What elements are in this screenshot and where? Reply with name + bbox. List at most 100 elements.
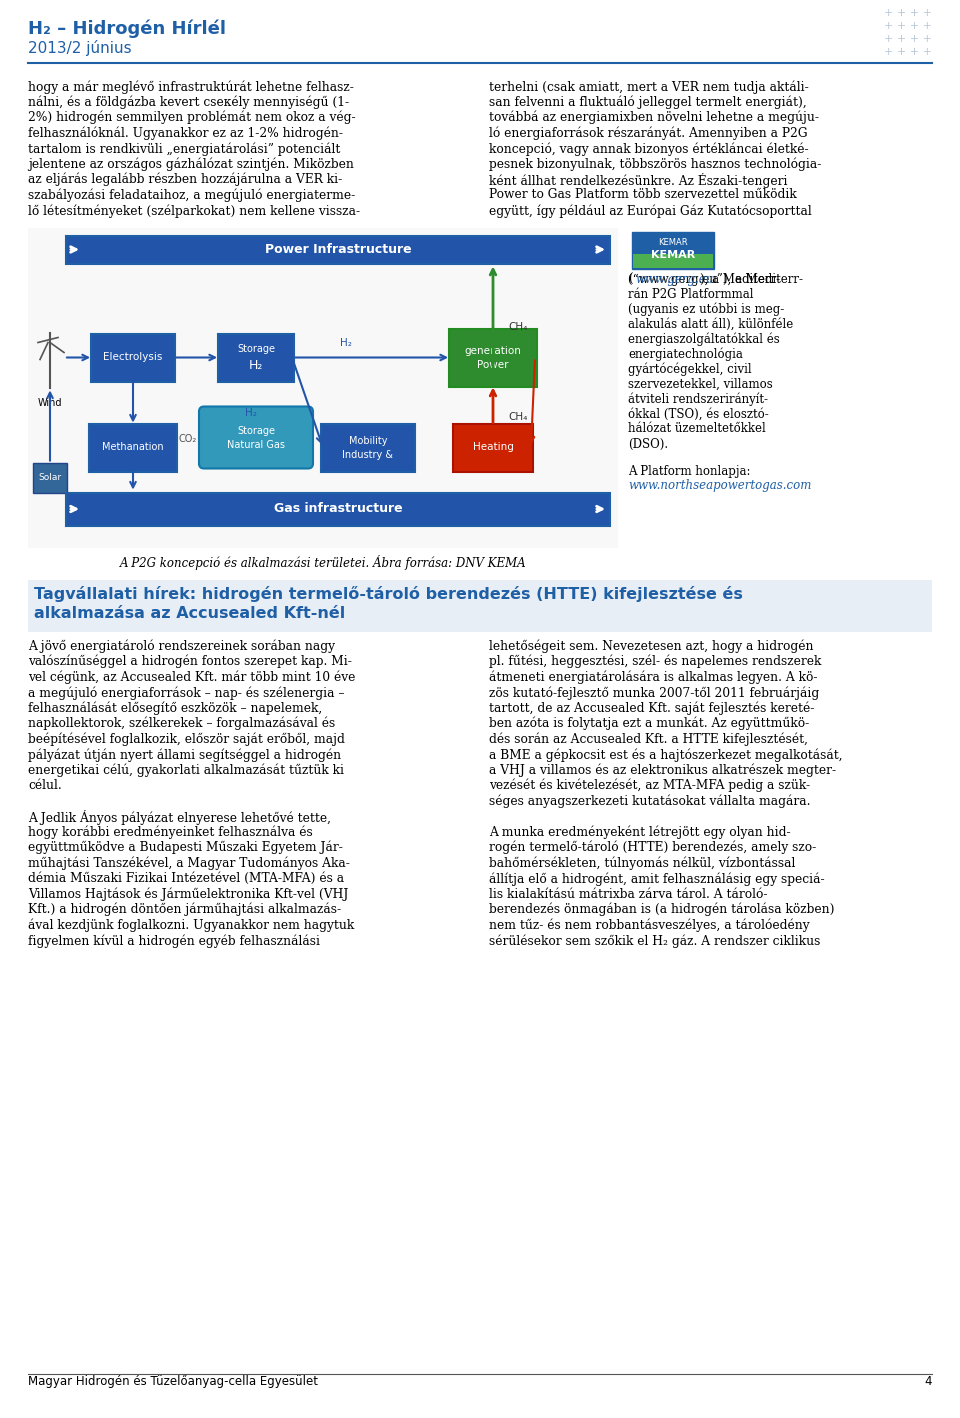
Text: napkollektorok, szélkerekek – forgalmazásával és: napkollektorok, szélkerekek – forgalmazá… [28,718,335,730]
FancyBboxPatch shape [321,424,415,472]
FancyBboxPatch shape [28,580,932,631]
Text: Solar: Solar [38,474,61,482]
Text: nem tűz- és nem robbantásveszélyes, a tárolóedény: nem tűz- és nem robbantásveszélyes, a tá… [489,919,809,932]
Text: jelentene az országos gázhálózat szintjén. Miközben: jelentene az országos gázhálózat szintjé… [28,157,354,172]
Text: figyelmen kívül a hidrogén egyéb felhasználási: figyelmen kívül a hidrogén egyéb felhasz… [28,934,320,947]
Text: KEMAR: KEMAR [659,238,687,247]
Text: a VHJ a villamos és az elektronikus alkatrészek megter-: a VHJ a villamos és az elektronikus alka… [489,763,836,777]
Text: Storage: Storage [237,425,275,435]
Text: CH₄: CH₄ [508,413,528,423]
Text: nálni, és a földgázba kevert cseкély mennyiségű (1-: nálni, és a földgázba kevert cseкély men… [28,95,349,109]
Text: 2%) hidrogén semmilyen problémát nem okoz a vég-: 2%) hidrogén semmilyen problémát nem oko… [28,111,355,125]
Text: tartott, de az Accusealed Kft. saját fejlesztés kereté-: tartott, de az Accusealed Kft. saját fej… [489,702,814,715]
Text: Magyar Hidrogén és Tüzelőanyag-cella Egyesület: Magyar Hidrogén és Tüzelőanyag-cella Egy… [28,1375,318,1388]
Text: ként állhat rendelkezésünkre. Az Északi-tengeri: ként állhat rendelkezésünkre. Az Északi-… [489,173,787,189]
Text: 2013/2 június: 2013/2 június [28,40,132,55]
Text: san felvenni a fluktuáló jelleggel termelt energiát),: san felvenni a fluktuáló jelleggel terme… [489,95,806,109]
FancyBboxPatch shape [33,462,67,492]
Text: pesnek bizonyulnak, többszörös hasznos technológia-: pesnek bizonyulnak, többszörös hasznos t… [489,157,822,172]
Text: www.gerg.eu: www.gerg.eu [635,272,713,285]
Text: koncepció, vagy annak bizonyos értékláncai életké-: koncepció, vagy annak bizonyos értéklánc… [489,142,808,156]
Text: ával kezdjünk foglalkozni. Ugyanakkor nem hagytuk: ával kezdjünk foglalkozni. Ugyanakkor ne… [28,919,354,932]
Text: A munka eredményeként létrejött egy olyan hid-: A munka eredményeként létrejött egy olya… [489,825,791,839]
Text: pályázat útján nyert állami segítséggel a hidrogén: pályázat útján nyert állami segítséggel … [28,749,341,761]
FancyBboxPatch shape [449,329,537,387]
Text: dés során az Accusealed Kft. a HTTE kifejlesztését,: dés során az Accusealed Kft. a HTTE kife… [489,733,808,746]
Text: tartalom is rendkivüli „energiatárolási” potenciált: tartalom is rendkivüli „energiatárolási”… [28,142,341,156]
Text: www.northseapowertogas.com: www.northseapowertogas.com [628,479,811,492]
Text: Electrolysis: Electrolysis [104,353,162,363]
Text: ló energiaforrások részarányát. Amennyiben a P2G: ló energiaforrások részarányát. Amennyib… [489,126,807,140]
Text: terhelni (csak amiatt, mert a VER nem tudja aktáli-: terhelni (csak amiatt, mert a VER nem tu… [489,79,808,94]
Text: vel cégünk, az Accusealed Kft. már több mint 10 éve: vel cégünk, az Accusealed Kft. már több … [28,671,355,683]
Text: műhajtási Tanszékével, a Magyar Tudományos Aka-: műhajtási Tanszékével, a Magyar Tudomány… [28,856,349,871]
Text: + + + +: + + + + [884,47,932,57]
Text: 4: 4 [924,1375,932,1388]
Text: pl. fűtési, heggesztési, szél- és napelemes rendszerek: pl. fűtési, heggesztési, szél- és napele… [489,655,822,668]
Text: Power Infrastructure: Power Infrastructure [265,242,411,257]
Text: generation: generation [465,346,521,356]
Text: rán P2G Platformmal: rán P2G Platformmal [628,288,754,301]
Text: Power: Power [477,360,509,370]
Text: A Jedlik Ányos pályázat elnyerese lehetővé tette,: A Jedlik Ányos pályázat elnyerese lehető… [28,810,331,825]
Text: + + + +: + + + + [884,9,932,18]
Text: (ugyanis ez utóbbi is meg-: (ugyanis ez utóbbi is meg- [628,302,784,316]
Text: (: ( [628,272,633,285]
Text: továbbá az energiamixben növelni lehetne a megúju-: továbbá az energiamixben növelni lehetne… [489,111,819,125]
Text: állítja elő a hidrogént, amit felhasználásig egy speciá-: állítja elő a hidrogént, amit felhasznál… [489,872,825,885]
Text: együttműködve a Budapesti Műszaki Egyetem Jár-: együttműködve a Budapesti Műszaki Egyete… [28,841,343,855]
FancyBboxPatch shape [89,424,177,472]
Text: beépítésével foglalkozik, először saját erőből, majd: beépítésével foglalkozik, először saját … [28,733,345,746]
Text: berendezés önmagában is (a hidrogén tárolása közben): berendezés önmagában is (a hidrogén táro… [489,903,834,916]
FancyBboxPatch shape [91,333,175,381]
Text: ókkal (TSO), és elosztó-: ókkal (TSO), és elosztó- [628,407,769,421]
FancyBboxPatch shape [28,227,618,547]
Text: valószínűséggel a hidrogén fontos szerepet kap. Mi-: valószínűséggel a hidrogén fontos szerep… [28,655,352,668]
Text: gyártócégekkel, civil: gyártócégekkel, civil [628,363,752,376]
FancyBboxPatch shape [633,254,713,268]
FancyBboxPatch shape [66,492,610,526]
Text: A Platform honlapja:: A Platform honlapja: [628,465,751,478]
FancyBboxPatch shape [218,333,294,381]
Text: sérülésekor sem szőkik el H₂ gáz. A rendszer ciklikus: sérülésekor sem szőkik el H₂ gáz. A rend… [489,934,821,947]
Text: vezését és kivételezését, az MTA-MFA pedig a szük-: vezését és kivételezését, az MTA-MFA ped… [489,778,810,793]
Text: hogy korábbi eredményeinket felhasználva és: hogy korábbi eredményeinket felhasználva… [28,825,313,839]
Text: szabályozási feladataihoz, a megújuló energiaterme-: szabályozási feladataihoz, a megújuló en… [28,189,355,201]
FancyBboxPatch shape [199,407,313,468]
Text: alkalmazása az Accusealed Kft-nél: alkalmazása az Accusealed Kft-nél [34,605,346,621]
Text: Power to Gas Platform több szervezettel működik: Power to Gas Platform több szervezettel … [489,189,797,201]
Text: hogy a már meglévő infrastruktúrát lehetne felhasz-: hogy a már meglévő infrastruktúrát lehet… [28,79,354,94]
Text: A jövő energiatároló rendszereinek sorában nagy: A jövő energiatároló rendszereinek soráb… [28,640,335,654]
Text: Kft.) a hidrogén döntően járműhajtási alkalmazás-: Kft.) a hidrogén döntően járműhajtási al… [28,903,341,916]
Text: Storage: Storage [237,345,275,354]
Text: ben azóta is folytatja ezt a munkát. Az együttműkö-: ben azóta is folytatja ezt a munkát. Az … [489,718,809,730]
Text: a megújuló energiaforrások – nap- és szélenergia –: a megújuló energiaforrások – nap- és szé… [28,686,345,699]
Text: (DSO).: (DSO). [628,438,668,451]
Text: H₂: H₂ [340,337,352,347]
FancyBboxPatch shape [632,231,714,268]
Text: H₂: H₂ [249,359,263,372]
Text: bahőmérsékleten, túlnyomás nélkül, vízbontással: bahőmérsékleten, túlnyomás nélkül, vízbo… [489,856,796,871]
Text: alakulás alatt áll), különféle: alakulás alatt áll), különféle [628,318,793,330]
Text: Villamos Hajtások és Járműelektronika Kft-vel (VHJ: Villamos Hajtások és Járműelektronika Kf… [28,888,348,900]
Text: az eljárás legalább részben hozzájárulna a VER ki-: az eljárás legalább részben hozzájárulna… [28,173,343,187]
Text: séges anyagszerkezeti kutatásokat vállalta magára.: séges anyagszerkezeti kutatásokat vállal… [489,794,810,808]
Text: célul.: célul. [28,778,61,793]
Text: Methanation: Methanation [102,442,164,452]
Text: együtt, így például az Európai Gáz Kutatócsoporttal: együtt, így például az Európai Gáz Kutat… [489,204,812,217]
Text: Tagvállalati hírek: hidrogén termelő-tároló berendezés (HTTE) kifejlesztése és: Tagvállalati hírek: hidrogén termelő-tár… [34,586,743,601]
Text: + + + +: + + + + [884,21,932,31]
Text: felhasználóknál. Ugyanakkor ez az 1-2% hidrogén-: felhasználóknál. Ugyanakkor ez az 1-2% h… [28,126,343,140]
Text: Gas infrastructure: Gas infrastructure [274,502,402,516]
Text: H₂: H₂ [245,407,257,417]
Text: felhasználását elősegítő eszközök – napelemek,: felhasználását elősegítő eszközök – nape… [28,702,323,715]
Text: KEMAR: KEMAR [651,250,695,259]
Text: energetikai célú, gyakorlati alkalmazását tűztük ki: energetikai célú, gyakorlati alkalmazásá… [28,763,344,777]
Text: a BME a gépkocsit est és a hajtószerkezet megalkotását,: a BME a gépkocsit est és a hajtószerkeze… [489,749,843,761]
Text: + + + +: + + + + [884,34,932,44]
Text: átmeneti energiatárolására is alkalmas legyen. A kö-: átmeneti energiatárolására is alkalmas l… [489,671,818,683]
Text: zös kutató-fejlesztő munka 2007-től 2011 februárjáig: zös kutató-fejlesztő munka 2007-től 2011… [489,686,819,699]
Text: Wind: Wind [37,397,62,407]
FancyBboxPatch shape [453,424,533,472]
FancyBboxPatch shape [626,271,934,286]
